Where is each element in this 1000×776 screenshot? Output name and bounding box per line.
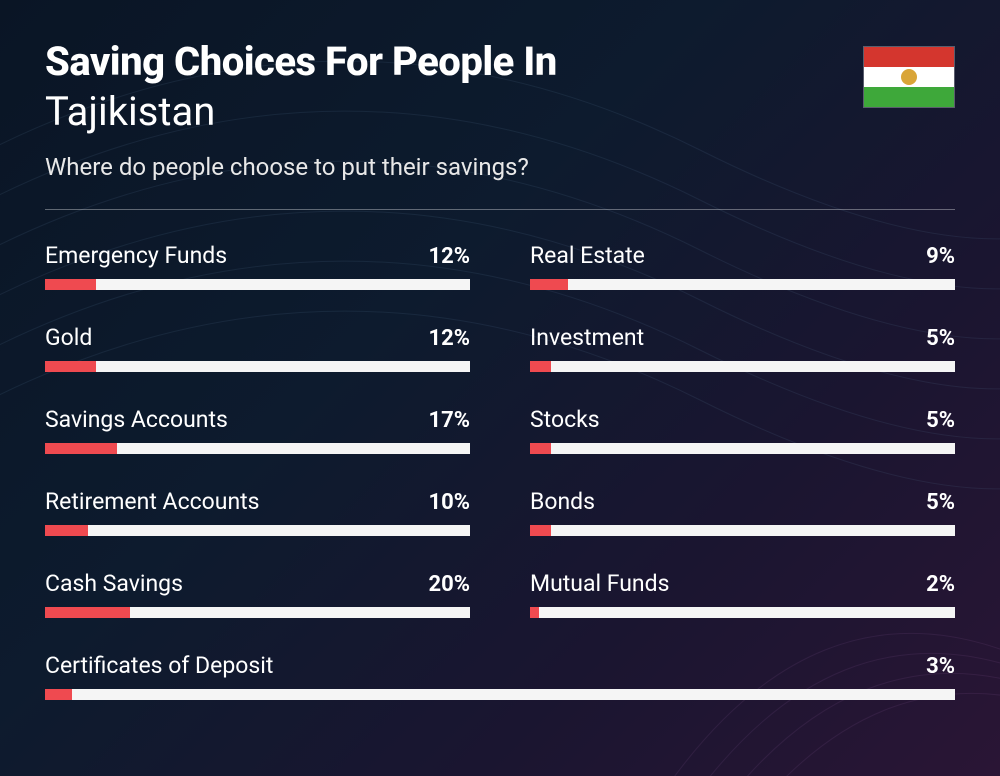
bar-item-header: Investment 5% [530, 324, 955, 351]
bar-fill [530, 525, 551, 536]
bar-track [530, 279, 955, 290]
bar-item-label: Retirement Accounts [45, 488, 260, 515]
bar-item: Certificates of Deposit 3% [45, 652, 955, 700]
bar-item-value: 5% [926, 490, 955, 515]
bar-fill [530, 443, 551, 454]
flag-stripe-top [864, 47, 954, 67]
bar-fill [45, 279, 96, 290]
bar-item-label: Savings Accounts [45, 406, 228, 433]
bar-track [45, 607, 470, 618]
bar-item-header: Stocks 5% [530, 406, 955, 433]
bar-item-label: Real Estate [530, 242, 645, 269]
bar-fill [530, 361, 551, 372]
bar-item: Bonds 5% [530, 488, 955, 536]
bar-track [45, 689, 955, 700]
bar-item-label: Bonds [530, 488, 595, 515]
title-main: Saving Choices For People In [45, 40, 863, 84]
bar-item-value: 12% [428, 244, 470, 269]
bar-item: Gold 12% [45, 324, 470, 372]
title-country: Tajikistan [45, 88, 863, 135]
bar-track [45, 443, 470, 454]
bar-item-value: 3% [926, 654, 955, 679]
bar-item-value: 17% [428, 408, 470, 433]
bar-item: Mutual Funds 2% [530, 570, 955, 618]
flag-tajikistan [863, 46, 955, 108]
bar-item-value: 2% [926, 572, 955, 597]
bar-item-header: Savings Accounts 17% [45, 406, 470, 433]
bar-track [530, 525, 955, 536]
divider [45, 209, 955, 210]
bar-track [530, 361, 955, 372]
flag-stripe-mid [864, 67, 954, 87]
bar-item-label: Investment [530, 324, 644, 351]
bar-item-header: Retirement Accounts 10% [45, 488, 470, 515]
bar-track [530, 443, 955, 454]
bar-item-header: Cash Savings 20% [45, 570, 470, 597]
flag-emblem [901, 69, 917, 85]
bar-item-header: Emergency Funds 12% [45, 242, 470, 269]
bar-item-value: 12% [428, 326, 470, 351]
bar-fill [45, 361, 96, 372]
subtitle: Where do people choose to put their savi… [45, 153, 863, 181]
bar-item-header: Mutual Funds 2% [530, 570, 955, 597]
items-grid: Emergency Funds 12% Real Estate 9% Gold 12% In… [45, 242, 955, 700]
bar-fill [45, 689, 72, 700]
bar-item-label: Emergency Funds [45, 242, 227, 269]
bar-item-header: Gold 12% [45, 324, 470, 351]
bar-item-header: Real Estate 9% [530, 242, 955, 269]
flag-stripe-bot [864, 87, 954, 107]
bar-item-label: Stocks [530, 406, 600, 433]
bar-fill [45, 607, 130, 618]
main-container: Saving Choices For People In Tajikistan … [0, 0, 1000, 740]
bar-track [45, 361, 470, 372]
bar-item: Emergency Funds 12% [45, 242, 470, 290]
bar-item: Real Estate 9% [530, 242, 955, 290]
bar-fill [530, 279, 568, 290]
bar-fill [530, 607, 539, 618]
bar-item: Retirement Accounts 10% [45, 488, 470, 536]
bar-item: Investment 5% [530, 324, 955, 372]
title-block: Saving Choices For People In Tajikistan … [45, 40, 863, 181]
bar-fill [45, 443, 117, 454]
bar-item-label: Mutual Funds [530, 570, 669, 597]
bar-item-label: Gold [45, 324, 92, 351]
bar-item-value: 10% [428, 490, 470, 515]
bar-item: Stocks 5% [530, 406, 955, 454]
bar-item-header: Certificates of Deposit 3% [45, 652, 955, 679]
bar-item-value: 5% [926, 326, 955, 351]
bar-item: Cash Savings 20% [45, 570, 470, 618]
bar-item-value: 5% [926, 408, 955, 433]
bar-item-label: Cash Savings [45, 570, 183, 597]
bar-fill [45, 525, 88, 536]
bar-item-value: 9% [926, 244, 955, 269]
bar-track [530, 607, 955, 618]
bar-track [45, 525, 470, 536]
bar-item: Savings Accounts 17% [45, 406, 470, 454]
bar-track [45, 279, 470, 290]
header: Saving Choices For People In Tajikistan … [45, 40, 955, 181]
bar-item-value: 20% [428, 572, 470, 597]
bar-item-header: Bonds 5% [530, 488, 955, 515]
bar-item-label: Certificates of Deposit [45, 652, 273, 679]
